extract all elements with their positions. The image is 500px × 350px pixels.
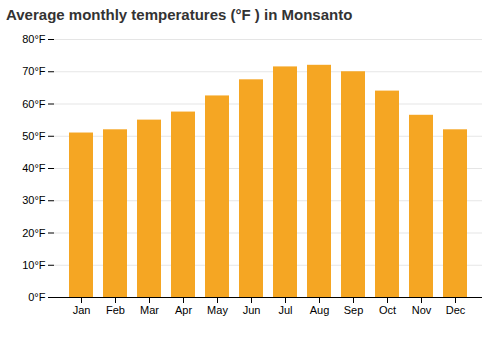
svg-text:20°F: 20°F — [22, 227, 46, 239]
svg-text:Jun: Jun — [243, 304, 261, 316]
svg-text:80°F: 80°F — [22, 33, 46, 45]
svg-text:Sep: Sep — [344, 304, 364, 316]
svg-text:Jan: Jan — [73, 304, 91, 316]
svg-text:Mar: Mar — [140, 304, 159, 316]
svg-text:May: May — [207, 304, 228, 316]
svg-text:Aug: Aug — [310, 304, 330, 316]
svg-text:Oct: Oct — [379, 304, 396, 316]
svg-text:10°F: 10°F — [22, 259, 46, 271]
svg-text:40°F: 40°F — [22, 162, 46, 174]
svg-text:Apr: Apr — [175, 304, 192, 316]
svg-text:0°F: 0°F — [28, 291, 46, 303]
svg-text:70°F: 70°F — [22, 65, 46, 77]
html-text:Average monthly temperatures (: Average monthly temperatures (°F ) in Mo… — [6, 6, 353, 23]
svg-text:30°F: 30°F — [22, 194, 46, 206]
svg-text:60°F: 60°F — [22, 98, 46, 110]
svg-text:Feb: Feb — [106, 304, 125, 316]
svg-text:Dec: Dec — [446, 304, 466, 316]
svg-text:Nov: Nov — [412, 304, 432, 316]
svg-text:Jul: Jul — [278, 304, 292, 316]
svg-text:50°F: 50°F — [22, 130, 46, 142]
